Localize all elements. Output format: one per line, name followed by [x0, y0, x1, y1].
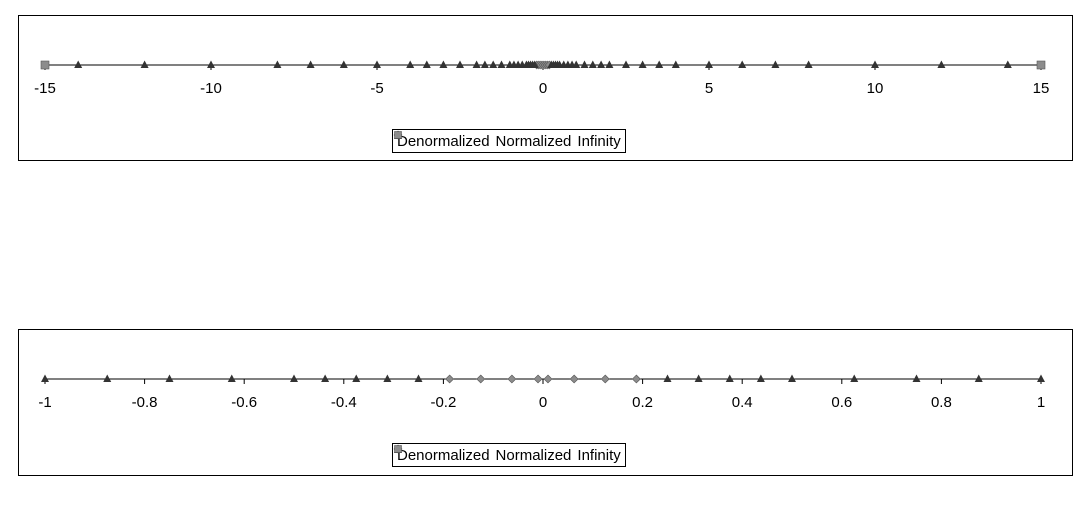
- chart-bottom-point-denormalized: [445, 374, 455, 384]
- chart-top-point-normalized: [306, 60, 315, 68]
- chart-top-point-normalized: [373, 60, 381, 68]
- chart-bottom-point-normalized: [41, 374, 49, 382]
- chart-bottom-point-normalized: [321, 374, 330, 382]
- chart-bottom-point-denormalized: [600, 374, 610, 384]
- chart-top-tick-label: 5: [705, 80, 713, 97]
- legend-item-denormalized: Denormalized: [393, 130, 490, 150]
- chart-top-point-normalized: [937, 60, 946, 68]
- chart-top-legend: Denormalized Normalized Infinity: [392, 129, 626, 153]
- chart-top-point-normalized: [588, 60, 597, 68]
- chart-top-point-normalized: [489, 60, 498, 68]
- chart-top-plot: -15 -10 -5 0 5 10 15: [34, 60, 1050, 97]
- chart-bottom-legend: Denormalized Normalized Infinity: [392, 443, 626, 467]
- chart-bottom-tick-label: -0.8: [132, 394, 158, 411]
- chart-bottom-point-normalized: [788, 374, 796, 382]
- chart-bottom-tick-label: -1: [38, 394, 51, 411]
- chart-bottom: -1 -0.8 -0.6 -0.4 -0.2 0 0.2 0.4 0.6 0.8 1 Denorma…: [18, 329, 1073, 476]
- chart-top-tick-label: -5: [370, 80, 383, 97]
- chart-top-point-normalized: [207, 60, 215, 68]
- chart-top-point-normalized: [480, 60, 489, 68]
- chart-bottom-tick-label: 0.8: [931, 394, 952, 411]
- chart-bottom-point-normalized: [103, 374, 112, 382]
- chart-top-point-normalized: [671, 60, 680, 68]
- chart-bottom-point-denormalized: [543, 374, 553, 384]
- chart-top-tick-label: 15: [1033, 80, 1050, 97]
- legend-item-infinity: Infinity: [394, 445, 621, 464]
- chart-bottom-point-normalized: [756, 374, 765, 382]
- chart-top-point-normalized: [497, 60, 506, 68]
- chart-top-point-normalized: [422, 60, 431, 68]
- chart-bottom-point-denormalized: [533, 374, 543, 384]
- chart-bottom-point-normalized: [227, 374, 236, 382]
- chart-top-point-normalized: [74, 60, 83, 68]
- chart-top-point-normalized: [439, 60, 448, 68]
- chart-top-point-normalized: [738, 60, 747, 68]
- legend-item-infinity: Infinity: [394, 131, 621, 150]
- chart-bottom-point-normalized: [290, 374, 298, 382]
- chart-bottom-tick-label: 0.6: [831, 394, 852, 411]
- chart-bottom-point-denormalized: [507, 374, 517, 384]
- chart-bottom-point-normalized: [694, 374, 703, 382]
- chart-top-tick-label: -10: [200, 80, 222, 97]
- legend-label-denormalized: Denormalized: [397, 446, 490, 464]
- chart-bottom-tick-label: -0.4: [331, 394, 357, 411]
- chart-bottom-tick-label: -0.6: [231, 394, 257, 411]
- chart-bottom-plot: -1 -0.8 -0.6 -0.4 -0.2 0 0.2 0.4 0.6 0.8 1: [38, 374, 1045, 411]
- chart-bottom-point-denormalized: [631, 374, 641, 384]
- chart-top-point-normalized: [140, 60, 149, 68]
- chart-bottom-point-normalized: [912, 374, 921, 382]
- chart-top-point-infinity: [40, 60, 50, 70]
- chart-top-point-normalized: [605, 60, 614, 68]
- chart-top-point-normalized: [705, 60, 713, 68]
- chart-top-tick-label: 10: [867, 80, 884, 97]
- legend-label-denormalized: Denormalized: [397, 132, 490, 150]
- chart-bottom-tick-label: -0.2: [430, 394, 456, 411]
- chart-top-point-normalized: [771, 60, 780, 68]
- chart-top-point-normalized: [804, 60, 813, 68]
- legend-label-infinity: Infinity: [577, 132, 621, 150]
- chart-bottom-point-denormalized: [476, 374, 486, 384]
- chart-bottom-tick-label: 0: [539, 394, 547, 411]
- chart-bottom-point-normalized: [1037, 374, 1045, 382]
- chart-top-point-infinity: [1036, 60, 1046, 70]
- chart-bottom-point-normalized: [352, 374, 361, 382]
- chart-top-point-normalized: [580, 60, 589, 68]
- chart-top-point-normalized: [655, 60, 664, 68]
- chart-top-point-normalized: [1003, 60, 1012, 68]
- chart-top-point-normalized: [638, 60, 647, 68]
- chart-bottom-point-normalized: [850, 374, 859, 382]
- chart-bottom-point-normalized: [663, 374, 672, 382]
- chart-top-point-normalized: [622, 60, 630, 68]
- legend-label-infinity: Infinity: [577, 446, 621, 464]
- chart-bottom-point-normalized: [974, 374, 983, 382]
- chart-bottom-point-normalized: [165, 374, 174, 382]
- legend-item-normalized: Normalized: [394, 445, 572, 464]
- chart-top: -15 -10 -5 0 5 10 15 Denormalized Normalized I…: [18, 15, 1073, 161]
- chart-top-point-normalized: [597, 60, 606, 68]
- chart-top-point-normalized: [572, 60, 581, 68]
- chart-top-tick-label: 0: [539, 80, 547, 97]
- chart-bottom-point-normalized: [383, 374, 392, 382]
- chart-top-point-normalized: [472, 60, 481, 68]
- chart-top-tick-label: -15: [34, 80, 56, 97]
- legend-item-denormalized: Denormalized: [393, 444, 490, 464]
- chart-top-point-normalized: [871, 60, 879, 68]
- chart-bottom-tick-label: 1: [1037, 394, 1045, 411]
- chart-bottom-point-normalized: [725, 374, 734, 382]
- square-marker-icon: [394, 445, 402, 453]
- chart-top-point-normalized: [456, 60, 464, 68]
- chart-top-point-normalized: [273, 60, 282, 68]
- legend-label-normalized: Normalized: [495, 132, 572, 150]
- chart-top-point-normalized: [339, 60, 348, 68]
- chart-bottom-tick-label: 0.2: [632, 394, 653, 411]
- chart-bottom-point-denormalized: [569, 374, 579, 384]
- chart-bottom-tick-label: 0.4: [732, 394, 753, 411]
- chart-bottom-point-normalized: [414, 374, 423, 382]
- legend-item-normalized: Normalized: [394, 131, 572, 150]
- chart-top-point-normalized: [406, 60, 415, 68]
- square-marker-icon: [394, 131, 402, 139]
- chart-top-point-normalized: [530, 60, 539, 68]
- legend-label-normalized: Normalized: [495, 446, 572, 464]
